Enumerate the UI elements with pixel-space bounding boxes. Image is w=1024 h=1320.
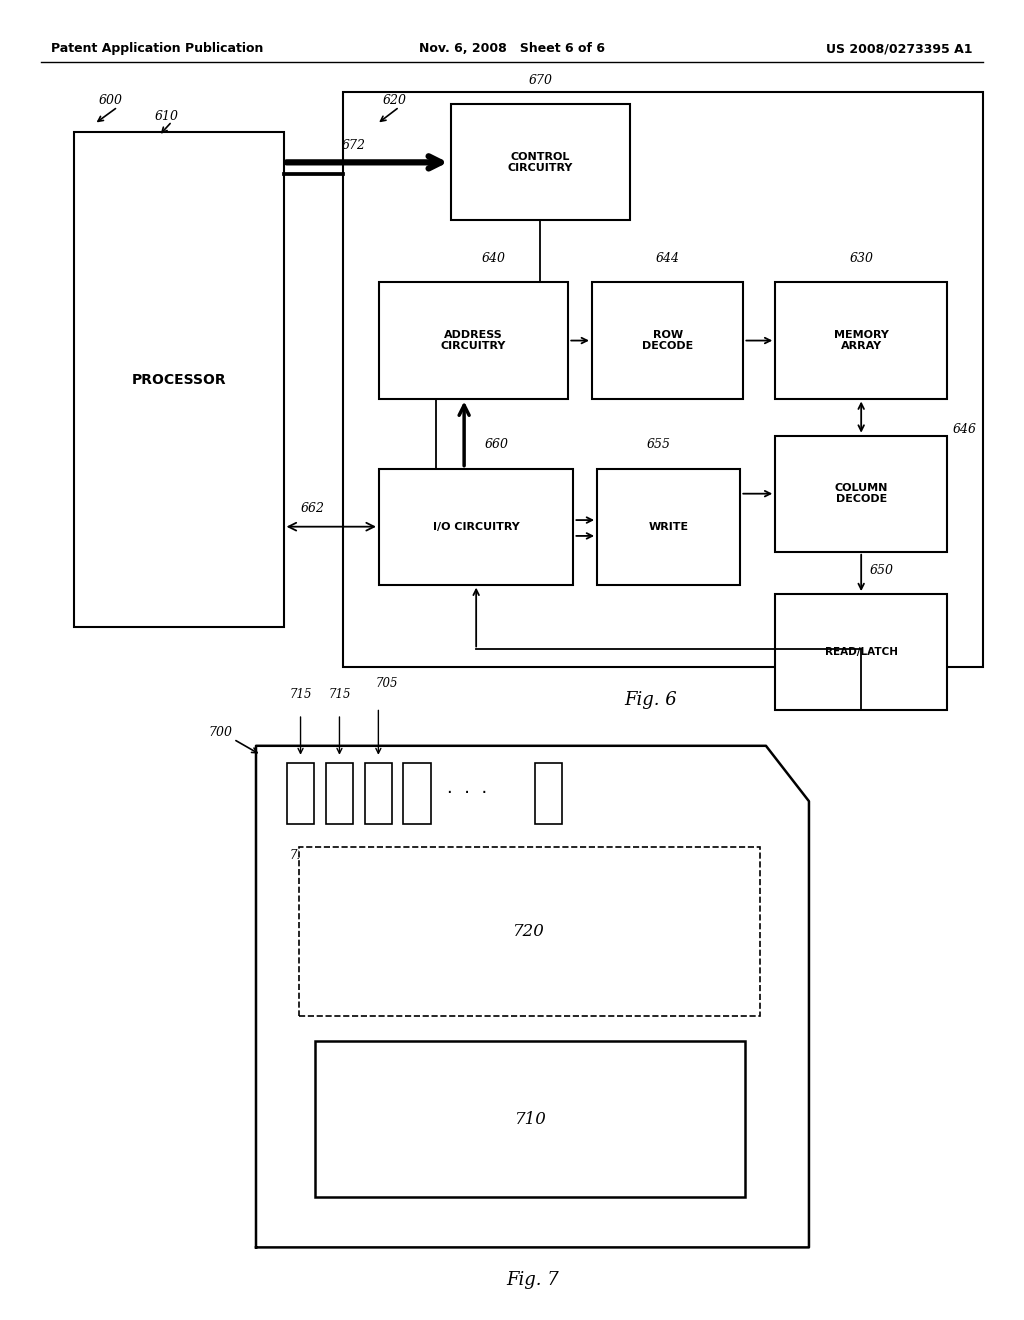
Text: WRITE: WRITE (648, 521, 689, 532)
Text: Nov. 6, 2008   Sheet 6 of 6: Nov. 6, 2008 Sheet 6 of 6 (419, 42, 605, 55)
Text: COLUMN
DECODE: COLUMN DECODE (835, 483, 888, 504)
Bar (343, 92, 983, 667)
Bar (451, 104, 630, 220)
Bar (299, 847, 760, 1016)
Text: 715: 715 (290, 688, 311, 701)
Text: 672: 672 (341, 139, 366, 152)
Bar (775, 594, 947, 710)
Bar (592, 282, 743, 399)
Text: MEMORY
ARRAY: MEMORY ARRAY (834, 330, 889, 351)
Text: 662: 662 (300, 502, 325, 515)
Text: READ/LATCH: READ/LATCH (824, 647, 898, 657)
Bar (597, 469, 740, 585)
Bar (775, 436, 947, 552)
Text: 715: 715 (290, 849, 311, 862)
Text: 715: 715 (329, 849, 350, 862)
Text: I/O CIRCUITRY: I/O CIRCUITRY (433, 521, 519, 532)
Bar (403, 763, 431, 824)
Text: 715: 715 (538, 849, 559, 862)
Text: ROW
DECODE: ROW DECODE (642, 330, 693, 351)
Bar (365, 763, 392, 824)
Text: 655: 655 (646, 438, 671, 451)
Bar (775, 282, 947, 399)
Bar (287, 763, 314, 824)
Bar (535, 763, 562, 824)
Text: 660: 660 (484, 438, 509, 451)
Text: 720: 720 (513, 924, 546, 940)
Bar (379, 469, 573, 585)
Text: CONTROL
CIRCUITRY: CONTROL CIRCUITRY (508, 152, 572, 173)
Bar (74, 132, 284, 627)
Text: Fig. 6: Fig. 6 (624, 690, 677, 709)
Bar (315, 1041, 745, 1197)
Text: 705: 705 (376, 677, 397, 690)
Text: US 2008/0273395 A1: US 2008/0273395 A1 (826, 42, 973, 55)
Text: 630: 630 (849, 252, 873, 265)
Text: 644: 644 (655, 252, 680, 265)
Text: 650: 650 (869, 564, 894, 577)
Text: ·  ·  ·: · · · (447, 784, 487, 803)
Text: 610: 610 (155, 110, 179, 123)
Text: 670: 670 (528, 74, 552, 87)
Bar (379, 282, 568, 399)
Text: 700: 700 (208, 726, 232, 739)
Text: 600: 600 (98, 94, 123, 107)
Text: ADDRESS
CIRCUITRY: ADDRESS CIRCUITRY (441, 330, 506, 351)
Text: PROCESSOR: PROCESSOR (131, 372, 226, 387)
Text: 710: 710 (514, 1111, 547, 1127)
Text: 646: 646 (952, 422, 976, 436)
Text: 715: 715 (368, 849, 389, 862)
Text: 620: 620 (382, 94, 407, 107)
Text: 640: 640 (482, 252, 506, 265)
Bar (326, 763, 353, 824)
Text: 715: 715 (329, 688, 350, 701)
Text: Patent Application Publication: Patent Application Publication (51, 42, 263, 55)
Text: Fig. 7: Fig. 7 (506, 1271, 559, 1290)
